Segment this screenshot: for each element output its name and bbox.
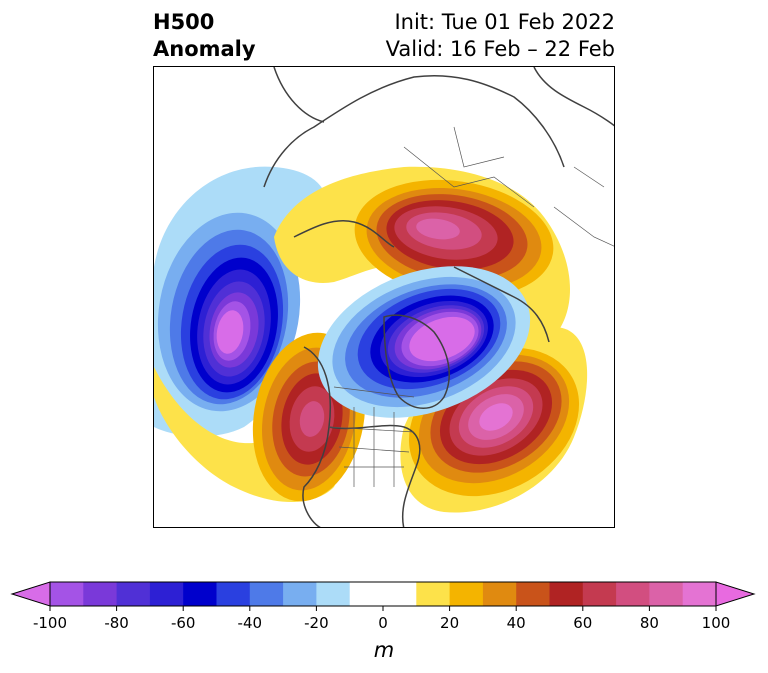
colorbar-segment: [582, 582, 617, 606]
colorbar-tick-label: -60: [170, 614, 196, 632]
colorbar: [10, 578, 756, 618]
colorbar-segment: [482, 582, 517, 606]
colorbar-segment: [682, 582, 717, 606]
colorbar-tick-label: -80: [104, 614, 129, 632]
colorbar-segment: [349, 582, 384, 606]
colorbar-segment: [283, 582, 317, 606]
colorbar-tick-label: -100: [32, 614, 68, 632]
colorbar-segment: [649, 582, 684, 606]
colorbar-extend-low: [10, 581, 51, 607]
colorbar-segment: [383, 582, 417, 606]
political-borders: [328, 126, 614, 487]
colorbar-segment: [183, 582, 217, 606]
colorbar-segment: [449, 582, 484, 606]
title-variable: H500: [153, 10, 215, 34]
title-valid-range: Valid: 16 Feb – 22 Feb: [385, 37, 615, 61]
colorbar-tick-label: -20: [304, 614, 329, 632]
anomaly-map: [153, 66, 615, 528]
plot-title-left: H500 Anomaly: [153, 9, 256, 63]
title-init-date: Init: Tue 01 Feb 2022: [394, 10, 615, 34]
colorbar-segment: [83, 582, 118, 606]
map-canvas: [154, 67, 614, 527]
north-pacific-low: [154, 166, 327, 437]
colorbar-extend-high: [715, 581, 756, 607]
colorbar-tick-label: 80: [639, 614, 659, 632]
colorbar-unit-label: m: [373, 638, 395, 662]
colorbar-segment: [50, 582, 84, 606]
colorbar-segment: [549, 582, 584, 606]
colorbar-segment: [249, 582, 284, 606]
colorbar-segment: [616, 582, 650, 606]
colorbar-segment: [416, 582, 451, 606]
colorbar-tick-label: 100: [701, 614, 731, 632]
colorbar-tick-label: 0: [378, 614, 388, 632]
arctic-greenland-low: [317, 266, 531, 418]
colorbar-segment: [116, 582, 151, 606]
colorbar-svg: [10, 581, 756, 611]
colorbar-segment: [316, 582, 351, 606]
colorbar-tick-label: 20: [440, 614, 460, 632]
colorbar-tick-label: -40: [237, 614, 263, 632]
title-field: Anomaly: [153, 37, 256, 61]
colorbar-segment: [516, 582, 550, 606]
coastlines: [263, 67, 614, 527]
colorbar-segment: [149, 582, 184, 606]
plot-title-right: Init: Tue 01 Feb 2022 Valid: 16 Feb – 22…: [386, 9, 615, 63]
colorbar-tick-label: 60: [573, 614, 593, 632]
colorbar-tick-label: 40: [506, 614, 526, 632]
colorbar-segment: [216, 582, 251, 606]
